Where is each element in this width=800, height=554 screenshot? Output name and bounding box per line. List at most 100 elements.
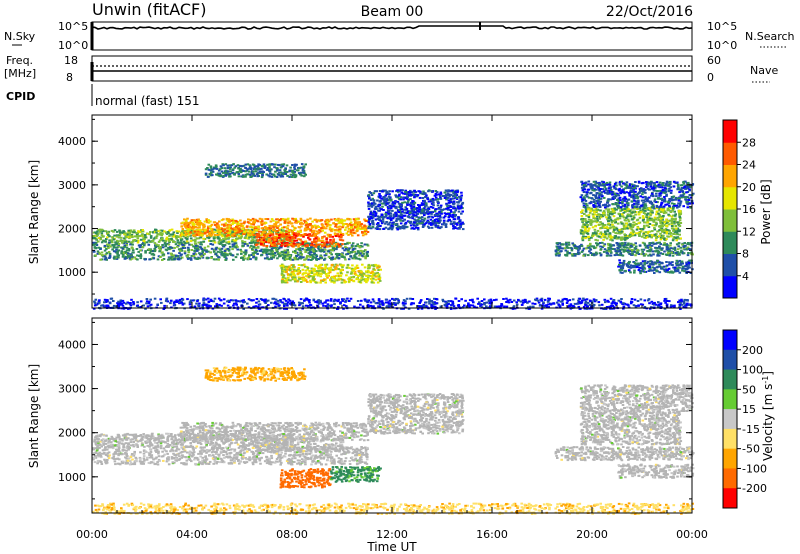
- nsky-panel: [90, 21, 693, 51]
- velocity-colorbar-label: Velocity [m s-1]: [761, 371, 776, 461]
- scatter-region-11: [617, 463, 695, 479]
- velocity-colorbar-tick: -15: [742, 423, 760, 436]
- velocity-colorbar-swatch: [723, 330, 737, 351]
- scatter-region-3: [254, 437, 345, 453]
- velocity-colorbar-swatch: [723, 428, 737, 450]
- power-colorbar-tick: 28: [742, 136, 756, 149]
- power-colorbar-swatch: [723, 231, 737, 254]
- freq-unit-label: [MHz]: [4, 67, 36, 80]
- y-tick-label: 4000: [58, 338, 86, 351]
- date-label: 22/Oct/2016: [606, 4, 693, 20]
- x-tick-label: 08:00: [276, 528, 308, 541]
- time-axis: 00:00 04:00 08:00 12:00 16:00 20:00 00:00: [76, 115, 708, 541]
- y-tick-label: 3000: [58, 179, 86, 192]
- freq-panel: [90, 55, 693, 82]
- velocity-colorbar: 200 100 50 15 -15 -50 -100 -200: [722, 329, 767, 509]
- nsearch-label: N.Search: [745, 30, 795, 43]
- power-panel: 1000 2000 3000 4000: [58, 114, 695, 310]
- y-tick-label: 2000: [58, 427, 86, 440]
- nsky-trace: [91, 22, 693, 30]
- nave-label: Nave: [750, 64, 778, 77]
- y-tick-label: 1000: [58, 266, 86, 279]
- scatter-region-6: [367, 189, 465, 231]
- nave-hi-label: 60: [707, 54, 721, 67]
- time-axis-label: Time UT: [366, 540, 417, 554]
- scatter-region-0: [92, 241, 370, 261]
- power-colorbar-tick: 24: [742, 159, 756, 172]
- power-colorbar-tick: 12: [742, 225, 756, 238]
- velocity-colorbar-tick: 15: [742, 403, 756, 416]
- nsky-label: N.Sky: [4, 30, 36, 43]
- cpid-label: CPID: [6, 90, 35, 103]
- scatter-region-2: [179, 217, 370, 237]
- scatter-region-9: [579, 180, 695, 209]
- scatter-region-7: [554, 241, 694, 257]
- y-tick-label: 3000: [58, 383, 86, 396]
- beam-label: Beam 00: [361, 4, 424, 20]
- velocity-colorbar-tick: 50: [742, 383, 756, 396]
- velocity-colorbar-swatch: [723, 369, 737, 390]
- scatter-region-10: [579, 384, 694, 413]
- nsearch-hi-label: 10^5: [707, 20, 737, 33]
- velocity-colorbar-swatch: [723, 389, 737, 410]
- scatter-region-9: [579, 410, 683, 446]
- scatter-region-5: [279, 263, 382, 284]
- y-tick-label: 4000: [58, 135, 86, 148]
- velocity-scatter-layer: [92, 366, 695, 515]
- velocity-colorbar-tick: -200: [742, 482, 767, 495]
- power-colorbar: 4 8 12 16 20 24 28: [722, 119, 756, 299]
- scatter-region-2: [179, 421, 370, 442]
- power-colorbar-tick: 8: [742, 248, 749, 261]
- y-tick-label: 2000: [58, 223, 86, 236]
- scatter-region-4: [204, 366, 307, 382]
- x-tick-label: 04:00: [176, 528, 208, 541]
- x-tick-label: 16:00: [476, 528, 508, 541]
- nsky-lo-label: 10^0: [58, 39, 88, 52]
- power-colorbar-swatch: [723, 275, 737, 299]
- power-ylabel: Slant Range [km]: [27, 160, 41, 264]
- x-tick-label: 12:00: [376, 528, 408, 541]
- x-tick-label: 00:00: [676, 528, 708, 541]
- power-colorbar-swatch: [723, 186, 737, 210]
- velocity-colorbar-swatch: [723, 349, 737, 371]
- power-axis-ticks: 1000 2000 3000 4000: [58, 118, 692, 295]
- scatter-region-5: [279, 468, 332, 489]
- power-colorbar-swatch: [723, 253, 737, 277]
- velocity-colorbar-swatch: [723, 409, 737, 430]
- scatter-region-4: [204, 163, 307, 179]
- freq-lo-label: 8: [66, 71, 73, 84]
- x-tick-label: 20:00: [576, 528, 608, 541]
- station-title: Unwin (fitACF): [92, 0, 206, 19]
- velocity-colorbar-swatch: [723, 488, 737, 509]
- velocity-colorbar-swatch: [723, 468, 737, 489]
- velocity-colorbar-tick: 100: [742, 364, 763, 377]
- cpid-value: normal (fast) 151: [95, 94, 199, 108]
- scatter-region-8: [579, 206, 683, 242]
- velocity-colorbar-swatch: [723, 448, 737, 469]
- power-colorbar-tick: 20: [742, 181, 756, 194]
- scatter-region-6: [329, 465, 382, 483]
- power-colorbar-tick: 16: [742, 203, 756, 216]
- power-colorbar-label: Power [dB]: [759, 179, 773, 244]
- nave-lo-label: 0: [707, 71, 714, 84]
- scatter-region-3: [254, 232, 345, 248]
- velocity-panel: 1000 2000 3000 4000: [58, 317, 695, 515]
- power-colorbar-swatch: [723, 142, 737, 165]
- velocity-colorbar-tick: -50: [742, 443, 760, 456]
- velocity-colorbar-tick: 200: [742, 344, 763, 357]
- scatter-region-10: [617, 259, 694, 275]
- scatter-region-0: [92, 446, 369, 466]
- velocity-ylabel: Slant Range [km]: [27, 364, 41, 468]
- power-colorbar-swatch: [723, 164, 737, 188]
- power-colorbar-tick: 4: [742, 270, 749, 283]
- x-tick-label: 00:00: [76, 528, 108, 541]
- nsky-hi-label: 10^5: [58, 20, 88, 33]
- power-scatter-layer: [92, 163, 695, 310]
- scatter-region-7: [367, 393, 465, 435]
- power-colorbar-swatch: [723, 209, 737, 232]
- power-colorbar-swatch: [723, 120, 737, 143]
- velocity-axis-ticks: 1000 2000 3000 4000: [58, 321, 692, 500]
- velocity-colorbar-tick: -100: [742, 462, 767, 475]
- nsearch-lo-label: 10^0: [707, 39, 737, 52]
